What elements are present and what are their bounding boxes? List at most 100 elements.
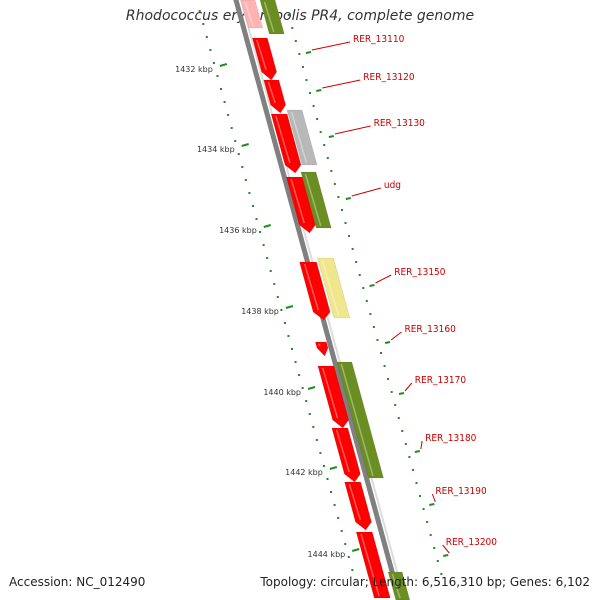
feature-dot <box>376 339 379 341</box>
scale-dot <box>202 23 205 25</box>
feature-tick <box>345 197 351 200</box>
scale-dot <box>269 270 272 272</box>
map-title: Rhodococcus erythropolis PR4, complete g… <box>125 8 475 24</box>
cds-red-shade <box>348 483 362 521</box>
scale-tick-label: 1438 kbp <box>241 307 279 316</box>
scale-dot <box>330 491 333 493</box>
gene-label: RER_13180 <box>425 433 477 444</box>
scale-dot <box>280 309 283 311</box>
gene-leader-line <box>442 544 450 554</box>
scale-tick-mark <box>263 224 272 228</box>
cds-yellow <box>317 257 351 319</box>
cds-green <box>336 361 384 479</box>
cds-red <box>270 113 302 174</box>
scale-dot <box>237 153 240 155</box>
feature-dot <box>326 157 329 159</box>
feature-dot <box>351 248 354 250</box>
feature-dot <box>355 261 358 263</box>
cds-gray-shade <box>290 111 308 164</box>
scale-dot <box>305 400 308 402</box>
cds-red-shade <box>267 81 276 104</box>
feature-dot <box>365 300 368 302</box>
scale-dot <box>227 114 230 116</box>
scale-dot <box>259 231 262 233</box>
scale-dot <box>234 140 237 142</box>
feature-dot <box>401 430 404 432</box>
scale-dot <box>340 530 343 532</box>
cds-red <box>344 481 372 531</box>
cds-green-shade <box>340 363 374 477</box>
feature-dot <box>387 378 390 380</box>
feature-dot <box>411 469 414 471</box>
feature-dot <box>319 131 322 133</box>
scale-dot <box>322 465 325 467</box>
cds-red-shade <box>275 115 291 164</box>
feature-dot <box>433 547 436 549</box>
cds-red-shade <box>360 533 380 597</box>
scale-dot <box>326 478 329 480</box>
feature-dot <box>429 534 432 536</box>
scale-dot <box>212 62 215 64</box>
scale-dot <box>291 348 294 350</box>
cds-red <box>314 341 329 357</box>
feature-tick <box>429 503 435 506</box>
feature-dot <box>426 521 429 523</box>
cds-green <box>387 571 411 600</box>
feature-track <box>240 0 411 600</box>
scale-dot <box>298 374 301 376</box>
scale-dot <box>241 166 244 168</box>
scale-dot <box>205 36 208 38</box>
scale-dot <box>230 127 233 129</box>
feature-dot <box>333 183 336 185</box>
feature-dot <box>415 482 418 484</box>
gene-label: RER_13200 <box>446 537 498 548</box>
feature-dot <box>436 560 439 562</box>
cds-green-shade <box>304 173 322 227</box>
feature-dot <box>294 40 297 42</box>
cds-red-shade <box>318 343 321 347</box>
feature-dot <box>340 209 343 211</box>
feature-tick <box>316 89 322 92</box>
scale-dot <box>294 361 297 363</box>
cds-red-shade <box>303 263 319 311</box>
scale-tick-mark <box>241 143 249 147</box>
scale-dot <box>216 75 219 77</box>
cds-red-shade <box>335 429 350 473</box>
accession-text: Accession: NC_012490 <box>9 575 146 589</box>
scale-tick-mark <box>351 548 360 552</box>
gene-leader-line <box>404 382 413 392</box>
scale-dot <box>333 504 336 506</box>
feature-dot <box>404 443 407 445</box>
scale-dot <box>351 569 354 571</box>
cds-red <box>331 427 361 483</box>
gene-label: udg <box>384 180 401 191</box>
cds-green-shade <box>391 573 401 599</box>
scale-tick-mark <box>219 63 228 67</box>
feature-dot <box>422 508 425 510</box>
scale-tick-label: 1432 kbp <box>175 65 213 74</box>
scale-dot <box>301 387 304 389</box>
gene-leader-line <box>311 41 351 51</box>
feature-dot <box>291 27 294 29</box>
feature-dot <box>362 287 365 289</box>
scale-dot <box>244 179 247 181</box>
gene-leader-line <box>431 493 436 503</box>
cds-red-faded <box>240 0 264 29</box>
scale-dot <box>273 283 276 285</box>
feature-tick <box>328 135 335 138</box>
cds-red <box>355 531 391 599</box>
feature-dot <box>323 144 326 146</box>
genome-summary-text: Topology: circular; Length: 6,516,310 bp… <box>260 575 590 589</box>
gene-leader-line <box>420 440 423 450</box>
feature-dot <box>369 313 372 315</box>
cds-red-faded-shade <box>244 1 254 27</box>
feature-dot <box>440 573 443 575</box>
cds-green <box>300 171 332 229</box>
scale-dot <box>209 49 212 51</box>
feature-dot <box>383 365 386 367</box>
cds-red-shade <box>290 178 305 224</box>
gene-label: RER_13130 <box>374 118 426 129</box>
feature-dot <box>390 391 393 393</box>
cds-red-shade <box>321 367 339 419</box>
